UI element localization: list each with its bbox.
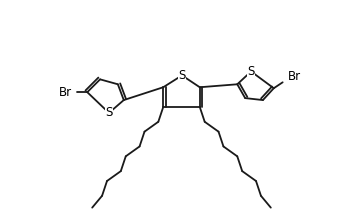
Text: S: S	[178, 69, 186, 82]
Text: S: S	[105, 106, 113, 119]
Text: S: S	[248, 65, 255, 78]
Text: Br: Br	[59, 86, 72, 99]
Text: Br: Br	[288, 70, 301, 83]
